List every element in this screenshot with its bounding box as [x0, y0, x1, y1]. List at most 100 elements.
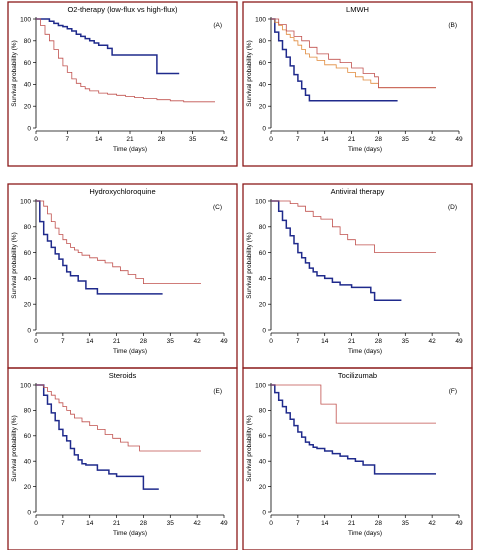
x-tick-label: 0: [34, 520, 38, 527]
survival-curve-1: [271, 384, 436, 475]
y-tick-label: 60: [24, 60, 32, 67]
x-tick-label: 49: [455, 520, 463, 527]
survival-curve-2: [36, 384, 201, 452]
x-tick-label: 35: [402, 520, 410, 527]
panel-label: (F): [449, 388, 457, 395]
x-tick-label: 21: [113, 520, 121, 527]
y-tick-label: 0: [262, 509, 266, 516]
y-axis-label: Survival probability (%): [246, 40, 253, 106]
x-tick-label: 49: [455, 136, 463, 143]
survival-curve-1: [271, 18, 398, 102]
survival-curve-1: [36, 200, 163, 295]
y-tick-label: 60: [24, 250, 32, 257]
y-tick-label: 20: [259, 302, 267, 309]
y-tick-label: 100: [20, 382, 31, 389]
x-tick-label: 49: [455, 338, 463, 345]
panel-b: LMWH (B) 0 20 40 60 80 100 0 7 14 21 28 35 42 49 Time (d…: [242, 1, 473, 167]
y-tick-label: 80: [259, 224, 267, 231]
survival-curve-2: [271, 18, 436, 89]
x-tick-label: 28: [140, 520, 148, 527]
x-tick-label: 0: [269, 338, 273, 345]
x-tick-label: 28: [375, 136, 383, 143]
y-tick-label: 20: [259, 484, 267, 491]
y-tick-label: 60: [24, 433, 32, 440]
x-tick-label: 28: [375, 338, 383, 345]
panel-frame: [7, 1, 238, 167]
x-tick-label: 35: [189, 136, 197, 143]
x-tick-label: 7: [296, 338, 300, 345]
x-tick-label: 28: [158, 136, 166, 143]
y-tick-label: 20: [259, 104, 267, 111]
panel-title: LMWH: [346, 5, 369, 14]
y-tick-label: 0: [27, 327, 31, 334]
y-tick-label: 80: [24, 224, 32, 231]
x-tick-label: 28: [140, 338, 148, 345]
y-axis-label: Survival probability (%): [11, 232, 18, 298]
y-tick-label: 100: [20, 16, 31, 23]
y-tick-label: 40: [259, 276, 267, 283]
x-tick-label: 0: [269, 136, 273, 143]
y-tick-label: 80: [259, 38, 267, 45]
x-tick-label: 42: [429, 520, 437, 527]
x-tick-label: 35: [402, 136, 410, 143]
y-tick-label: 40: [24, 82, 32, 89]
panel-frame: [242, 367, 473, 550]
x-axis-label: Time (days): [348, 348, 382, 355]
panel-label: (C): [213, 204, 222, 211]
panel-frame: [7, 183, 238, 369]
panel-a: O2-therapy (low-flux vs high-flux) (A) 0 20…: [7, 1, 238, 167]
y-tick-label: 100: [255, 16, 266, 23]
x-tick-label: 28: [375, 520, 383, 527]
y-tick-label: 0: [27, 509, 31, 516]
survival-curve-2: [36, 18, 215, 103]
y-tick-label: 20: [24, 302, 32, 309]
y-tick-label: 40: [259, 82, 267, 89]
y-axis-label: Survival probability (%): [11, 40, 18, 106]
y-tick-label: 60: [259, 250, 267, 257]
x-axis-label: Time (days): [113, 146, 147, 153]
x-tick-label: 7: [61, 520, 65, 527]
panel-title: O2-therapy (low-flux vs high-flux): [67, 5, 178, 14]
x-tick-label: 14: [321, 338, 329, 345]
x-tick-label: 42: [194, 520, 202, 527]
panel-e: Steroids (E) 0 20 40 60 80 100 0 7 14 21 28 35 42 49 Tim…: [7, 367, 238, 550]
survival-curve-1: [36, 18, 180, 75]
panel-label: (B): [448, 22, 457, 29]
panel-frame: [7, 367, 238, 550]
x-axis-label: Time (days): [113, 530, 147, 537]
x-tick-label: 14: [321, 136, 329, 143]
x-tick-label: 21: [113, 338, 121, 345]
y-tick-label: 80: [24, 38, 32, 45]
panel-label: (E): [213, 388, 222, 395]
x-tick-label: 42: [220, 136, 228, 143]
x-tick-label: 7: [296, 136, 300, 143]
x-tick-label: 0: [34, 136, 38, 143]
x-tick-label: 42: [429, 338, 437, 345]
survival-curve-2: [271, 200, 436, 253]
survival-curve-1: [271, 200, 402, 302]
x-tick-label: 21: [348, 338, 356, 345]
x-tick-label: 35: [167, 338, 175, 345]
y-tick-label: 100: [255, 382, 266, 389]
y-tick-label: 80: [259, 408, 267, 415]
x-tick-label: 21: [348, 520, 356, 527]
x-axis-label: Time (days): [348, 146, 382, 153]
y-tick-label: 40: [24, 459, 32, 466]
x-tick-label: 0: [34, 338, 38, 345]
x-tick-label: 14: [321, 520, 329, 527]
y-tick-label: 20: [24, 484, 32, 491]
panel-title: Steroids: [109, 371, 137, 380]
x-tick-label: 21: [348, 136, 356, 143]
x-tick-label: 49: [220, 520, 228, 527]
panel-frame: [242, 1, 473, 167]
y-tick-label: 60: [259, 60, 267, 67]
y-tick-label: 40: [259, 459, 267, 466]
x-tick-label: 21: [126, 136, 134, 143]
y-tick-label: 60: [259, 433, 267, 440]
x-tick-label: 42: [194, 338, 202, 345]
y-tick-label: 100: [255, 198, 266, 205]
y-tick-label: 40: [24, 276, 32, 283]
panel-label: (A): [213, 22, 222, 29]
